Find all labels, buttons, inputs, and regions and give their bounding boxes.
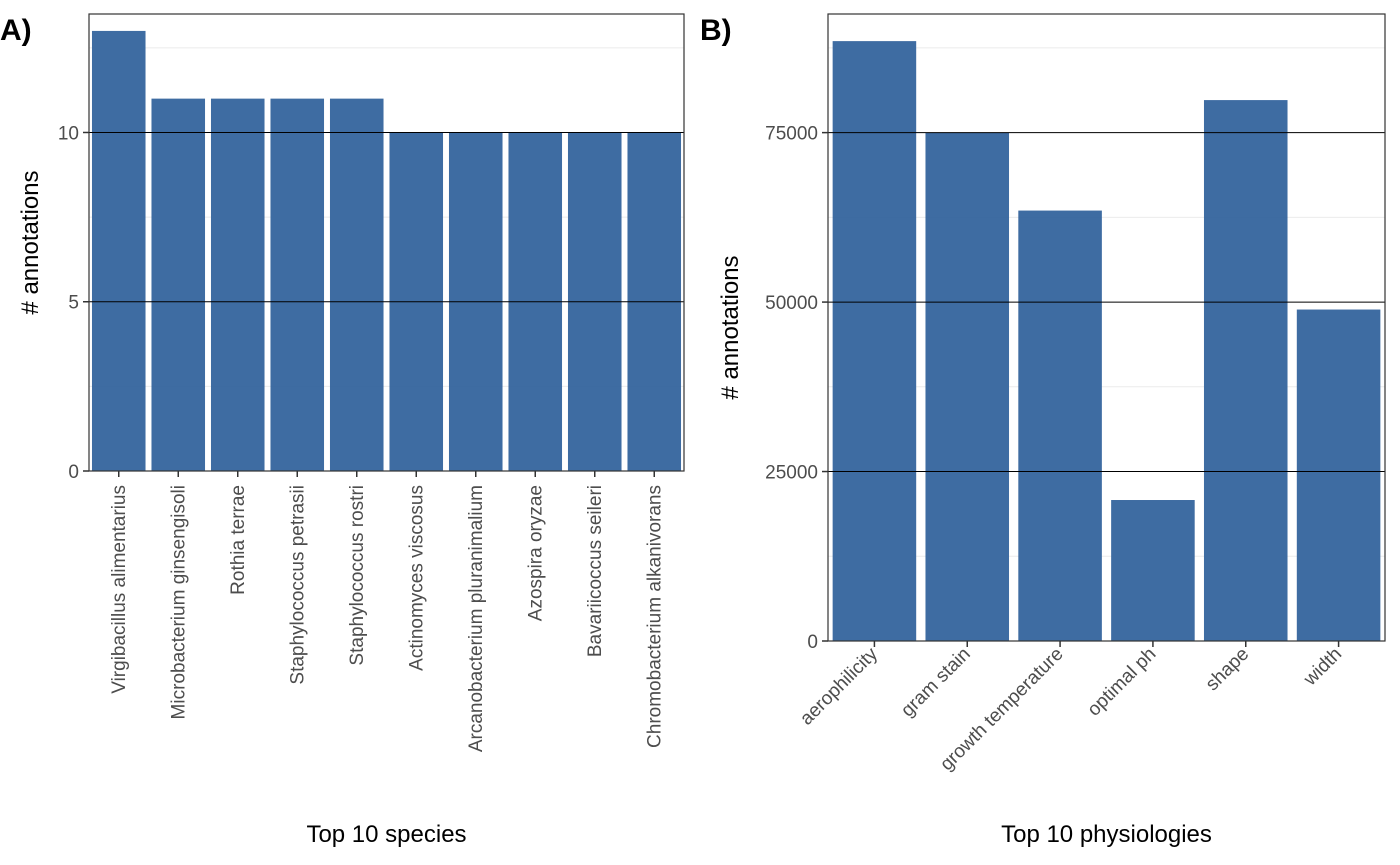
bar <box>1018 210 1102 641</box>
x-tick-label: Staphylococcus rostri <box>347 485 368 666</box>
x-tick-label: Actinomyces viscosus <box>406 485 427 671</box>
y-tick-label: 0 <box>68 462 79 483</box>
bar <box>1203 100 1288 642</box>
x-tick-label: Arcanobacterium pluranimalium <box>466 485 487 752</box>
x-tick-label: Chromobacterium alkanivorans <box>644 485 665 748</box>
panel-tag: B) <box>700 14 732 47</box>
x-tick-label: Rothia terrae <box>228 485 249 595</box>
y-axis-title: # annotations <box>17 170 44 314</box>
x-axis-title: Top 10 species <box>306 821 466 848</box>
x-axis-title: Top 10 physiologies <box>1001 821 1212 848</box>
bar <box>1296 309 1381 641</box>
y-tick-label: 25000 <box>765 463 818 484</box>
panel-a: 0 5 10 Virgibacillus alimentarius Microbacte… <box>0 13 685 848</box>
bar <box>329 98 384 471</box>
bar <box>1111 500 1195 641</box>
x-tick-label: shape <box>1202 644 1253 695</box>
bar <box>91 30 146 471</box>
y-tick-label: 50000 <box>765 293 818 314</box>
x-tick-label: Microbacterium ginsengisoli <box>168 485 189 719</box>
bar <box>151 98 206 471</box>
x-tick-label: Azospira oryzae <box>525 485 546 621</box>
panel-tag: A) <box>0 14 32 47</box>
bar <box>210 98 265 471</box>
x-tick-label: optimal ph <box>1084 644 1161 721</box>
x-tick-label: Virgibacillus alimentarius <box>109 485 130 694</box>
y-axis-title: # annotations <box>717 255 744 399</box>
plot-frame <box>827 13 1386 642</box>
x-tick-label: Bavariicoccus seileri <box>585 485 606 657</box>
bar <box>925 132 1010 641</box>
y-tick-label: 75000 <box>765 124 818 145</box>
y-tick-label: 5 <box>68 293 79 314</box>
x-tick-label: Staphylococcus petrasii <box>287 485 308 685</box>
x-tick-label: aerophilicity <box>796 643 882 729</box>
bar <box>270 98 325 471</box>
x-tick-label: gram stain <box>897 644 975 722</box>
plot-frame <box>88 13 685 472</box>
bar <box>832 41 917 641</box>
x-tick-label: width <box>1299 644 1346 691</box>
y-tick-label: 0 <box>807 632 818 653</box>
y-tick-label: 10 <box>58 123 79 144</box>
